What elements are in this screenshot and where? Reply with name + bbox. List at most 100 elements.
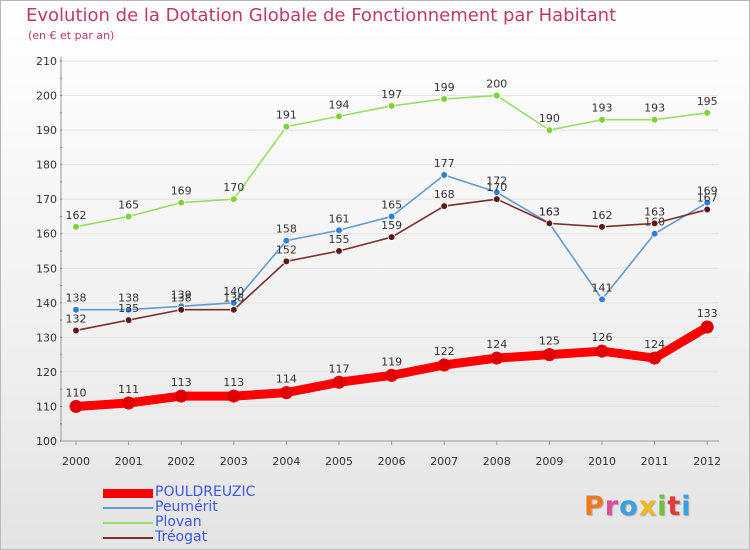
data-label: 133 [697,307,718,320]
data-label: 172 [486,174,507,187]
legend-swatch [103,522,153,524]
data-label: 169 [171,185,192,198]
x-tick-label: 2007 [430,455,458,468]
y-tick-label: 150 [36,262,57,275]
data-point [542,348,556,362]
data-label: 195 [697,95,718,108]
data-label: 193 [592,102,613,115]
y-tick-label: 180 [36,159,57,172]
data-point [440,95,449,103]
data-point [230,305,238,314]
data-label: 138 [66,292,87,305]
data-point [440,202,449,210]
data-label: 199 [434,81,455,94]
y-tick-label: 130 [36,331,57,344]
data-label: 113 [223,376,244,389]
data-point [387,102,396,110]
data-point [598,295,606,304]
y-tick-label: 100 [36,435,57,448]
y-tick-label: 200 [36,90,57,103]
data-point [335,247,343,255]
x-tick-label: 2010 [588,455,616,468]
data-label: 124 [486,338,507,351]
legend-swatch [103,507,153,509]
x-tick-label: 2005 [325,455,353,468]
data-label: 163 [644,205,665,218]
legend-swatch [103,537,153,539]
data-label: 159 [381,219,402,232]
data-label: 138 [171,292,192,305]
data-point [545,126,554,134]
data-label: 194 [329,98,350,111]
data-point [122,396,136,410]
data-label: 190 [539,112,560,125]
proxiti-logo: Proxiti [584,491,692,522]
data-label: 177 [434,157,455,170]
data-point [282,122,291,131]
y-tick-label: 140 [36,297,57,310]
data-label: 152 [276,243,297,256]
y-tick-label: 110 [36,400,57,413]
data-label: 191 [276,109,297,122]
data-point [440,171,449,179]
data-label: 138 [118,292,139,305]
data-point [124,212,133,221]
x-tick-label: 2008 [483,455,511,468]
legend-label: Peumérit [155,499,218,515]
data-point [177,305,186,314]
data-point [598,115,606,124]
data-point [72,305,80,314]
data-label: 110 [66,386,87,399]
data-point [648,351,662,365]
x-tick-label: 2002 [167,455,195,468]
data-point [279,386,293,400]
data-point [703,205,711,214]
data-label: 165 [118,198,139,211]
data-label: 135 [118,302,139,315]
data-point [545,219,554,228]
y-tick-label: 160 [36,228,57,241]
data-point [227,389,241,403]
legend-label: POULDREUZIC [155,484,256,500]
x-tick-label: 2011 [641,455,669,468]
data-label: 113 [171,376,192,389]
y-tick-label: 190 [36,124,57,137]
data-point [650,219,659,228]
data-label: 169 [697,185,718,198]
data-label: 161 [329,212,350,225]
data-point [650,229,659,238]
data-point [387,212,396,221]
data-label: 163 [539,205,560,218]
data-label: 158 [276,223,297,236]
data-point [700,320,714,334]
data-point [230,195,238,203]
data-label: 168 [434,188,455,201]
data-point [490,351,504,365]
data-point [177,198,186,207]
data-label: 125 [539,335,560,348]
data-label: 132 [66,312,87,325]
data-point [595,344,609,358]
data-point [335,226,343,235]
data-point [335,112,343,121]
data-point [598,223,606,231]
legend-label: Tréogat [155,529,208,545]
data-label: 138 [223,292,244,305]
data-point [492,91,501,100]
x-tick-label: 2004 [272,455,300,468]
y-tick-label: 210 [36,55,57,68]
data-label: 111 [118,383,139,396]
x-tick-label: 2006 [378,455,406,468]
data-label: 170 [223,181,244,194]
legend-label: Plovan [155,514,202,530]
chart-title: Evolution de la Dotation Globale de Fonc… [26,5,617,26]
data-label: 140 [223,285,244,298]
data-label: 162 [592,209,613,222]
data-point [174,389,188,403]
data-label: 200 [486,78,507,91]
data-point [124,316,133,324]
data-point [69,399,83,413]
x-tick-label: 2009 [535,455,563,468]
